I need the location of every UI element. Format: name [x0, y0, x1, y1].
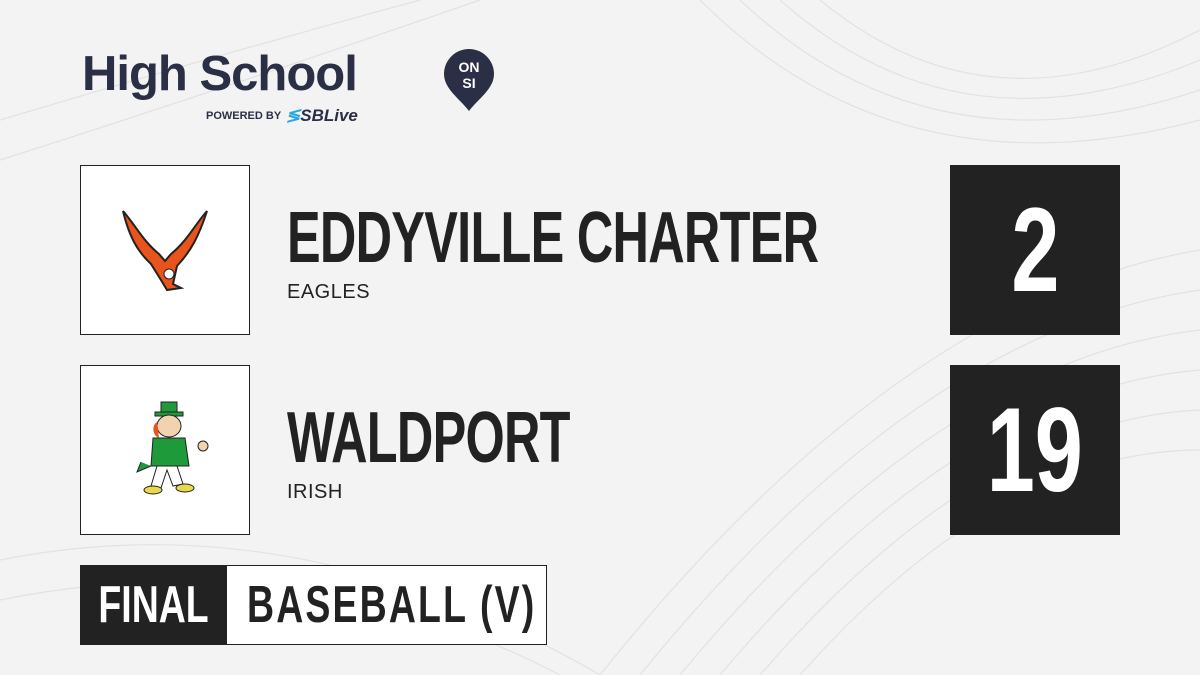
team-logo-eddyville — [80, 165, 250, 335]
brand-title: High School — [82, 47, 358, 101]
final-badge: FINAL — [81, 566, 227, 644]
team-name-home: EDDYVILLE CHARTER — [287, 198, 819, 278]
on-si-pin-icon: ON SI — [444, 49, 494, 111]
leprechaun-logo-icon — [136, 401, 209, 495]
sblive-s-icon: ≶ — [286, 106, 301, 125]
sport-label: BASEBALL (V) — [247, 576, 537, 634]
badge-top: ON — [459, 59, 480, 75]
team-name-away: WALDPORT — [287, 398, 570, 478]
team-mascot-home: EAGLES — [287, 281, 371, 303]
team-logo-waldport — [80, 365, 250, 535]
game-status-bar: FINAL BASEBALL (V) — [80, 565, 547, 645]
powered-by-label: POWERED BY — [206, 110, 282, 122]
team-mascot-away: IRISH — [287, 481, 343, 503]
score-home: 2 — [950, 165, 1120, 335]
final-label: FINAL — [98, 576, 210, 634]
badge-bottom: SI — [462, 75, 475, 91]
sblive-text: SBLive — [300, 106, 358, 125]
sport-label-box: BASEBALL (V) — [227, 566, 649, 644]
score-home-value: 2 — [1010, 183, 1060, 317]
sblive-logo: ≶SBLive — [286, 106, 358, 126]
eagle-logo-icon — [122, 210, 208, 292]
score-away-value: 19 — [986, 383, 1084, 517]
score-away: 19 — [950, 365, 1120, 535]
